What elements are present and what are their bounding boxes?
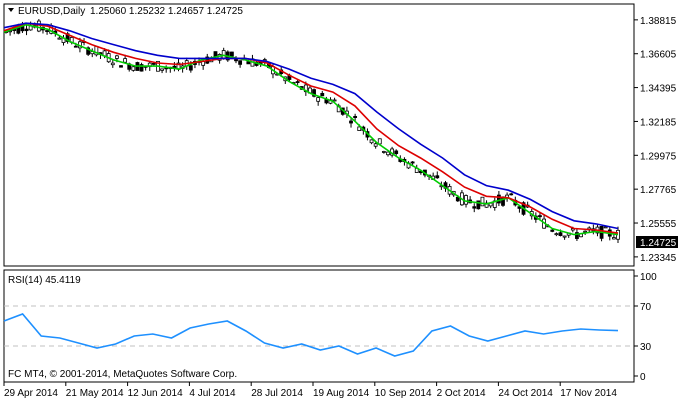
rsi-tick-label: 0 [640, 372, 646, 383]
time-tick-label: 28 Jul 2014 [251, 388, 303, 399]
price-tick-label: 1.23345 [640, 253, 677, 264]
candle-body [464, 195, 468, 205]
time-tick-label: 19 Aug 2014 [313, 388, 370, 399]
candle-body [123, 58, 128, 63]
candle-body [110, 62, 115, 66]
time-tick-label: 2 Oct 2014 [437, 388, 486, 399]
chart-header: EURUSD,Daily 1.25060 1.25232 1.24657 1.2… [8, 6, 243, 17]
candle-body [558, 232, 563, 236]
candle-body [332, 99, 337, 102]
candle-body [86, 47, 91, 55]
time-axis: 29 Apr 2014 21 May 2014 12 Jun 2014 4 Jul 2… [3, 382, 617, 399]
rsi-tick-label: 70 [640, 302, 652, 313]
candle-body [394, 150, 399, 155]
rsi-panel[interactable] [3, 269, 635, 383]
candle-body [517, 206, 522, 209]
candle-body [217, 54, 222, 61]
candle-body [496, 194, 501, 204]
rsi-line [3, 313, 619, 357]
price-tick-label: 1.29975 [640, 151, 677, 162]
time-tick-label: 4 Jul 2014 [189, 388, 236, 399]
candle-body [509, 193, 514, 196]
candle-body [353, 116, 358, 118]
symbol-label: EURUSD,Daily [18, 6, 85, 17]
ohlc-values: 1.25060 1.25232 1.24657 1.24725 [90, 6, 243, 17]
price-tick-label: 1.27765 [640, 185, 677, 196]
dropdown-icon [8, 8, 14, 12]
candle-body [303, 84, 308, 93]
candle-body [316, 97, 321, 102]
price-tick-label: 1.32185 [640, 117, 677, 128]
rsi-tick-label: 100 [640, 272, 657, 283]
candle-body [160, 68, 164, 71]
rsi-label: RSI(14) 45.4119 [8, 275, 81, 286]
time-tick-label: 17 Nov 2014 [560, 388, 617, 399]
ma-line-2 [3, 22, 619, 230]
candle-body [373, 143, 378, 147]
time-tick-label: 29 Apr 2014 [4, 388, 58, 399]
time-tick-label: 12 Jun 2014 [128, 388, 183, 399]
candle-body [312, 89, 316, 97]
candle-body [476, 200, 481, 210]
candle-body [381, 151, 386, 153]
current-price-box [636, 236, 678, 248]
rsi-series [3, 313, 619, 357]
candle-body [575, 232, 579, 239]
time-tick-label: 10 Sep 2014 [375, 388, 432, 399]
candle-body [349, 120, 353, 124]
candle-body [221, 50, 226, 59]
candle-body [246, 61, 251, 65]
rsi-tick-label: 30 [640, 342, 652, 353]
price-tick-label: 1.36605 [640, 50, 677, 61]
candle-body [455, 196, 460, 202]
candle-body [230, 51, 234, 57]
candle-body [369, 139, 374, 144]
candle-body [119, 65, 123, 68]
candle-body [562, 235, 567, 238]
price-tick-label: 1.38815 [640, 16, 677, 27]
rsi-axis: 100 70 30 0 [4, 272, 657, 383]
candle-body [603, 226, 608, 229]
candle-body [57, 37, 62, 40]
price-axis: 1.38815 1.36605 1.34395 1.32185 1.29975 1.277… [634, 16, 677, 264]
candle-body [410, 161, 415, 164]
candle-body [45, 30, 49, 32]
candle-body [435, 175, 440, 179]
copyright-label: FC MT4, © 2001-2014, MetaQuotes Software… [8, 369, 237, 380]
time-tick-label: 21 May 2014 [66, 388, 124, 399]
candle-body [114, 55, 119, 59]
ma-line-0 [3, 23, 619, 236]
candle-body [386, 151, 390, 156]
candle-body [480, 196, 485, 207]
candle-body [151, 62, 156, 65]
candle-body [611, 237, 616, 240]
candle-body [188, 65, 193, 71]
candle-body [538, 215, 542, 218]
candle-body [73, 45, 78, 48]
candle-body [320, 92, 325, 97]
moving-averages [3, 22, 619, 236]
candle-body [357, 126, 362, 131]
time-tick-label: 24 Oct 2014 [498, 388, 553, 399]
candle-body [36, 20, 41, 32]
candle-body [238, 60, 243, 65]
candle-body [554, 233, 559, 236]
candle-body [295, 81, 300, 83]
candle-body [24, 28, 29, 32]
price-panel[interactable] [3, 3, 635, 267]
candle-body [472, 206, 477, 209]
current-price-label: 1.24725 [640, 238, 677, 249]
price-tick-label: 1.25555 [640, 219, 677, 230]
candle-body [550, 229, 555, 232]
candle-body [583, 230, 588, 233]
candle-body [131, 66, 136, 71]
ma-line-1 [3, 22, 619, 234]
price-tick-label: 1.34395 [640, 84, 677, 95]
candle-body [139, 64, 144, 72]
